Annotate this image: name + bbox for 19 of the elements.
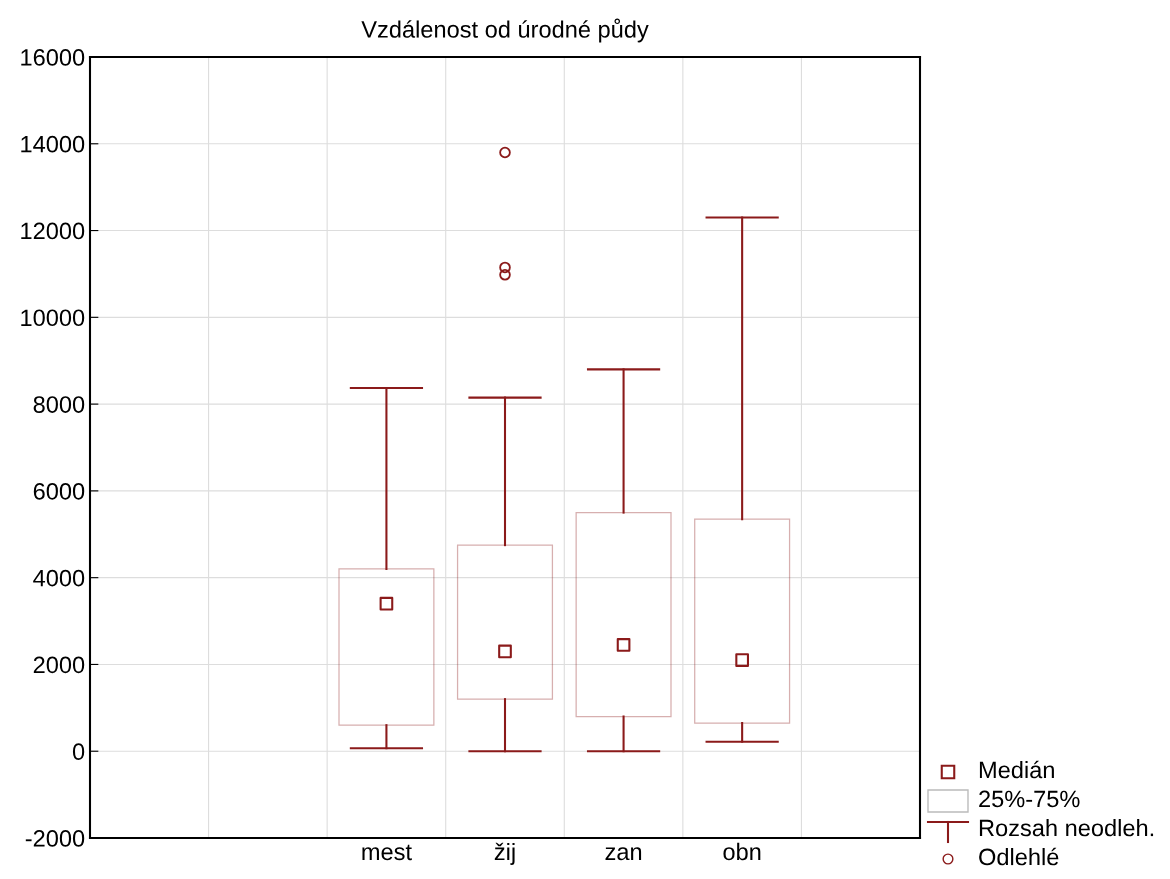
text: Odlehlé	[979, 847, 1059, 866]
y-tick-label: 10000	[21, 309, 85, 327]
chart-title: Vzdálenost od úrodné půdy	[361, 18, 649, 43]
text: Medián	[979, 760, 1054, 779]
x-tick-label: obn	[723, 842, 761, 861]
y-tick-label: 0	[72, 743, 85, 761]
y-tick-label: 14000	[21, 135, 85, 153]
text: 25%-75%	[979, 790, 1080, 808]
x-tick-label: mest	[362, 844, 412, 861]
y-tick-label: 4000	[33, 569, 85, 587]
x-tick-label: žij	[494, 842, 515, 865]
y-tick-label: 16000	[21, 49, 85, 66]
y-tick-label: 12000	[21, 222, 85, 240]
text: Rozsah neodleh.	[979, 818, 1154, 837]
y-tick-label: 2000	[33, 656, 85, 674]
x-tick-label: zan	[605, 847, 642, 861]
y-tick-label: -2000	[25, 830, 85, 847]
y-tick-label: 8000	[33, 396, 85, 413]
y-tick-label: 6000	[33, 482, 85, 500]
